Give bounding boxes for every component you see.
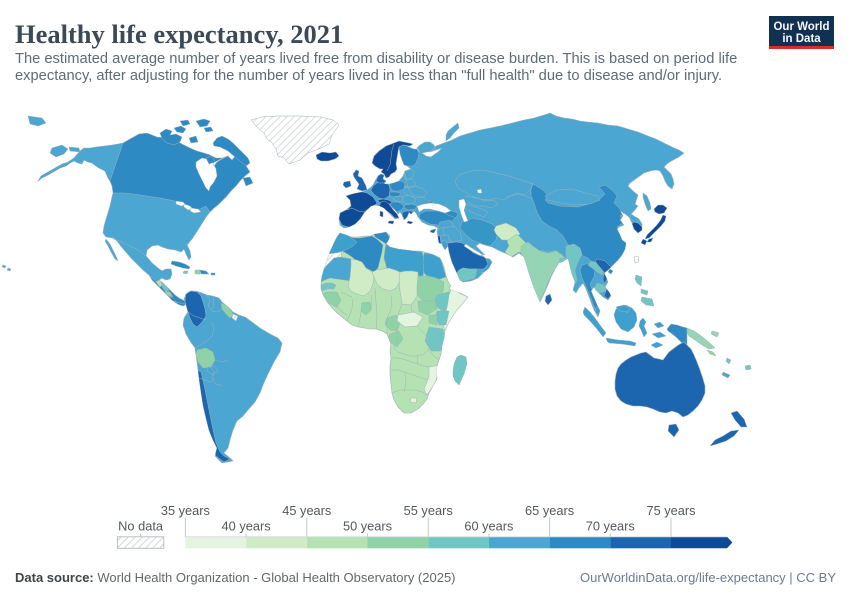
svg-text:45 years: 45 years bbox=[282, 503, 331, 518]
svg-text:70 years: 70 years bbox=[586, 519, 635, 534]
svg-text:65 years: 65 years bbox=[525, 503, 574, 518]
svg-text:55 years: 55 years bbox=[404, 503, 453, 518]
svg-text:40 years: 40 years bbox=[222, 519, 271, 534]
svg-text:35 years: 35 years bbox=[161, 503, 210, 518]
svg-text:No data: No data bbox=[118, 519, 164, 534]
svg-text:60 years: 60 years bbox=[464, 519, 513, 534]
svg-text:75 years: 75 years bbox=[646, 503, 695, 518]
svg-text:50 years: 50 years bbox=[343, 519, 392, 534]
